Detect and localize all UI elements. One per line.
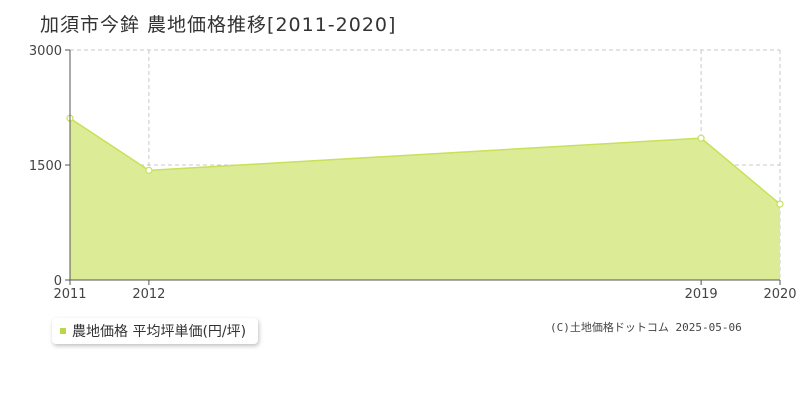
x-tick-label: 2011 xyxy=(53,287,86,302)
y-tick-label: 0 xyxy=(54,274,62,289)
y-tick-label: 3000 xyxy=(29,44,62,59)
data-point xyxy=(697,134,705,142)
x-tick-label: 2012 xyxy=(132,287,165,302)
y-tick-label: 1500 xyxy=(29,159,62,174)
legend-swatch xyxy=(60,328,66,334)
x-tick-label: 2020 xyxy=(763,287,796,302)
data-point xyxy=(776,200,784,208)
data-point xyxy=(145,166,153,174)
series-area xyxy=(70,118,780,280)
series-line xyxy=(69,117,781,205)
copyright-text: (C)土地価格ドットコム 2025-05-06 xyxy=(550,321,742,334)
legend: 農地価格 平均坪単価(円/坪) xyxy=(52,318,259,344)
legend-label: 農地価格 平均坪単価(円/坪) xyxy=(72,324,247,340)
chart-title: 加須市今鉾 農地価格推移[2011-2020] xyxy=(40,14,397,36)
x-tick-label: 2019 xyxy=(685,287,718,302)
